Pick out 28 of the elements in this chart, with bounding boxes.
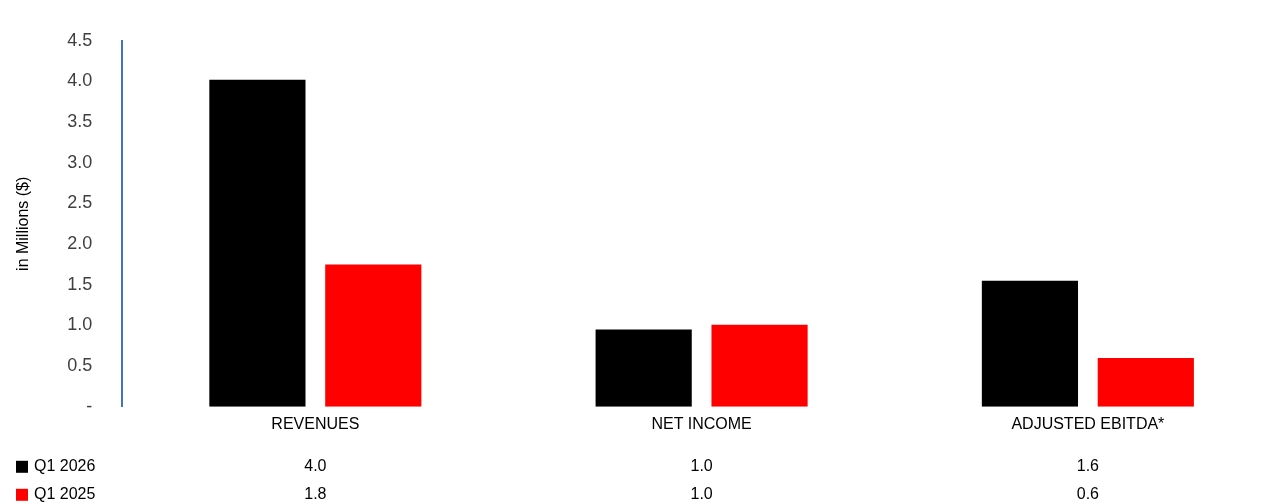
y-tick-label: 2.5 [67,192,93,213]
bar [325,264,422,407]
y-tick-label: 4.0 [67,70,93,91]
legend-label: Q1 2026 [34,457,96,475]
bar [595,329,692,407]
y-tick-label: 1.5 [67,273,93,294]
bar [711,324,808,407]
y-tick-label: 2.0 [67,233,93,254]
y-axis-title: in Millions ($) [14,176,32,271]
y-tick-label: - [86,395,93,416]
bar [209,79,306,407]
data-label: 1.0 [690,485,713,503]
bar [1097,358,1194,407]
data-label: 4.0 [304,457,327,475]
data-label: 0.6 [1076,485,1100,503]
data-label: 1.8 [304,485,327,503]
y-tick-label: 1.0 [67,314,93,335]
bar [981,280,1079,407]
legend-label: Q1 2025 [34,485,96,503]
x-tick-label: ADJUSTED EBITDA* [1011,414,1165,432]
y-tick-label: 3.5 [67,111,93,132]
data-label: 1.6 [1076,457,1100,475]
y-tick-label: 0.5 [67,355,93,376]
x-tick-label: NET INCOME [651,414,752,432]
y-tick-label: 3.0 [67,151,93,172]
data-label: 1.0 [690,457,713,475]
x-tick-label: REVENUES [271,414,360,432]
y-tick-label: 4.5 [67,29,93,50]
